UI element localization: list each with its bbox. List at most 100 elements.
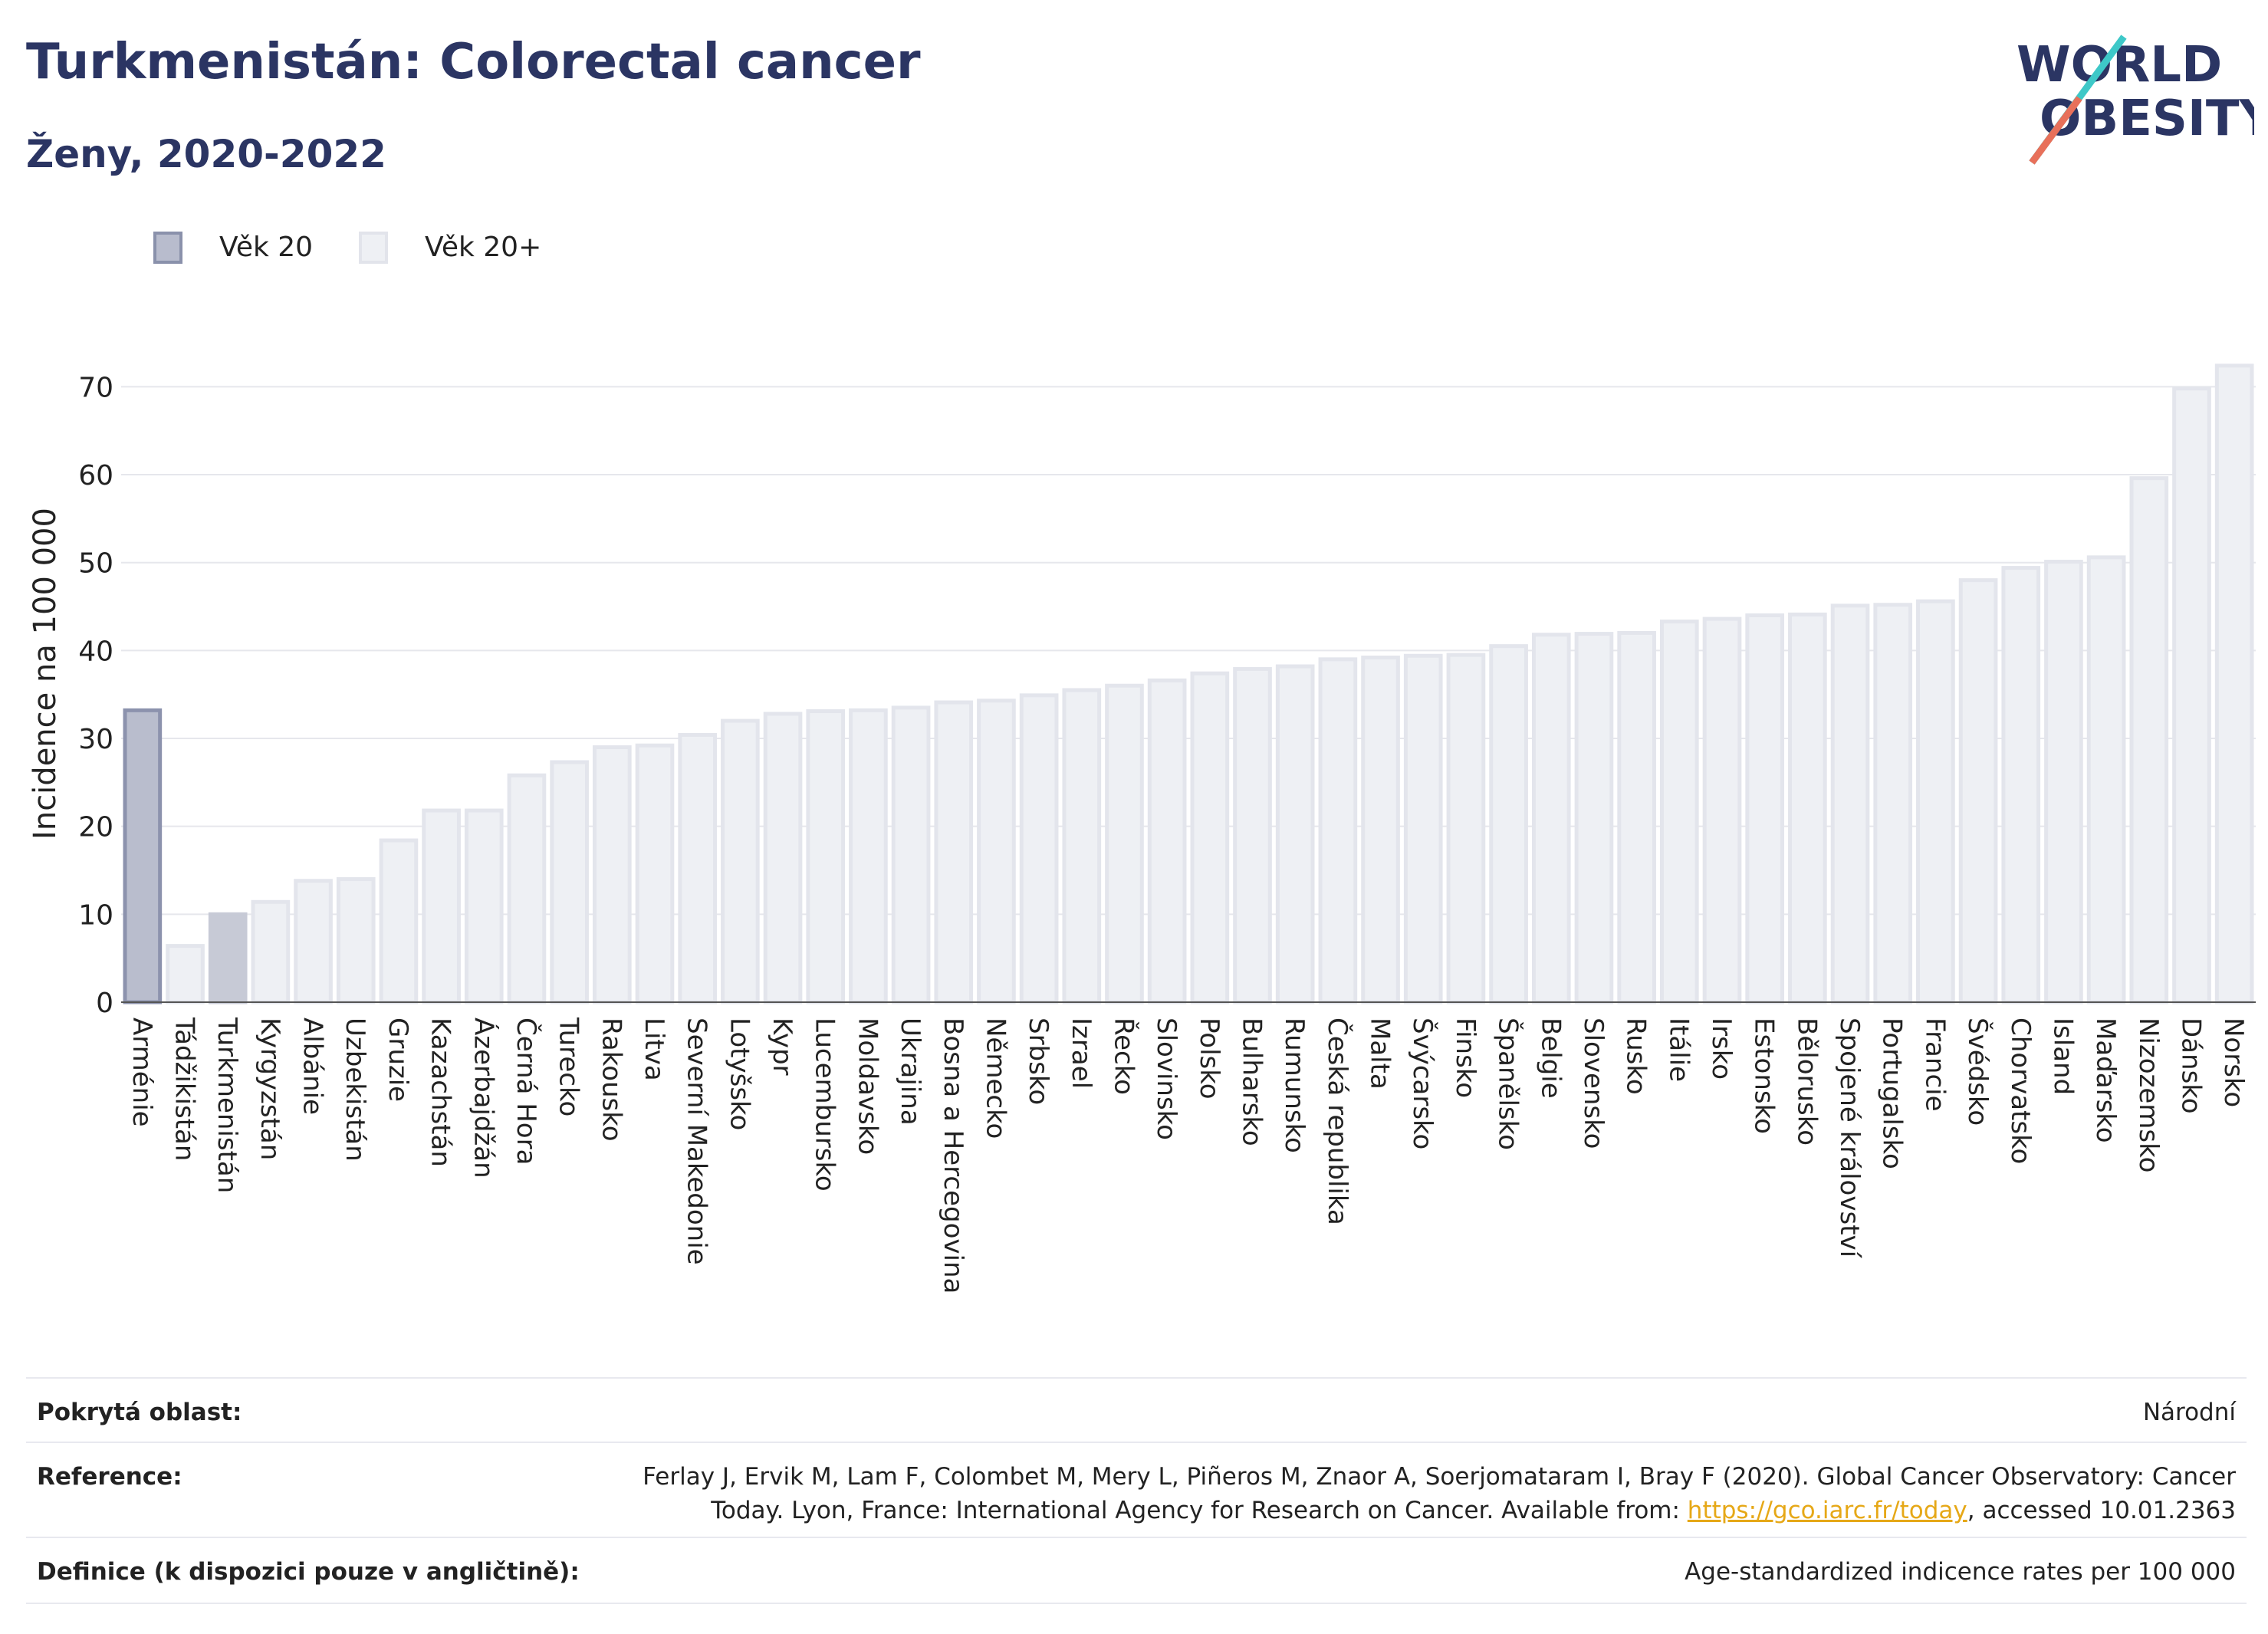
x-tick-label: Lotyšsko [724, 1018, 754, 1130]
x-tick-label: Černá Hora [511, 1018, 542, 1165]
bar [763, 712, 803, 1004]
bar [1019, 693, 1059, 1004]
bar [1233, 666, 1272, 1004]
bar [934, 700, 974, 1004]
x-tick-label: Německo [980, 1018, 1011, 1139]
x-tick-label: Nizozemsko [2133, 1018, 2164, 1172]
x-tick-label: Irsko [1706, 1018, 1737, 1080]
bar [2044, 560, 2083, 1004]
bar [2086, 555, 2126, 1004]
x-tick-label: Bulharsko [1237, 1018, 1267, 1146]
world-obesity-logo: WORLD OBESITY [2017, 35, 2254, 165]
x-tick-label: Izrael [1066, 1018, 1096, 1089]
x-tick-label: Belgie [1535, 1018, 1566, 1099]
bar [1788, 612, 1827, 1004]
bar [1873, 603, 1913, 1004]
y-tick-label: 0 [96, 988, 113, 1019]
page-subtitle: Ženy, 2020-2022 [26, 132, 386, 176]
bar [1446, 653, 1486, 1004]
bar [1617, 630, 1656, 1004]
x-tick-label: Itálie [1663, 1018, 1694, 1082]
y-tick-label: 30 [78, 724, 113, 755]
x-tick-label: Rumunsko [1279, 1018, 1310, 1153]
definition-key: Definice (k dispozici pouze v angličtině… [37, 1558, 580, 1586]
bar [422, 808, 461, 1004]
bar [592, 745, 632, 1004]
bar [1105, 683, 1144, 1004]
bar [678, 732, 718, 1004]
bar [1702, 616, 1742, 1004]
bar [2129, 476, 2169, 1004]
x-tick-label: Moldavsko [852, 1018, 883, 1155]
bar [464, 808, 504, 1004]
y-tick-label: 20 [78, 812, 113, 843]
legend-swatch-age20plus [359, 232, 388, 264]
x-tick-label: Kazachstán [426, 1018, 456, 1167]
y-tick-label: 50 [78, 548, 113, 580]
bar [1489, 644, 1528, 1004]
x-tick-label: Albánie [297, 1018, 328, 1115]
x-tick-label: Chorvatsko [2005, 1018, 2036, 1164]
reference-line2-pre: Today. Lyon, France: International Agenc… [711, 1497, 1688, 1524]
bar [977, 699, 1016, 1004]
x-tick-label: Bělorusko [1791, 1018, 1822, 1146]
bar [1531, 633, 1571, 1004]
bar [1916, 599, 1955, 1004]
x-tick-label: Kyrgyzstán [255, 1018, 285, 1160]
reference-line2: Today. Lyon, France: International Agenc… [643, 1494, 2236, 1527]
definition-value: Age-standardized indicence rates per 100… [1685, 1558, 2236, 1586]
y-tick-label: 60 [78, 460, 113, 492]
bar [2214, 363, 2254, 1004]
reference-link[interactable]: https://gco.iarc.fr/today [1687, 1497, 1967, 1524]
legend-swatch-age20 [153, 232, 182, 264]
y-axis-label: Incidence na 100 000 [28, 508, 63, 840]
x-tick-label: Gruzie [383, 1018, 413, 1102]
x-tick-label: Kypr [767, 1018, 797, 1076]
info-row-coverage: Pokrytá oblast: Národní [26, 1377, 2247, 1443]
x-tick-label: Česká republika [1322, 1018, 1353, 1225]
bar [1275, 664, 1315, 1004]
legend-label-age20plus: Věk 20+ [425, 232, 542, 263]
bar [721, 718, 760, 1004]
y-tick-label: 10 [78, 899, 113, 931]
bar [208, 912, 248, 1004]
x-tick-label: Maďarsko [2090, 1018, 2121, 1143]
x-tick-label: Rusko [1621, 1018, 1652, 1095]
legend-label-age20: Věk 20 [219, 232, 314, 263]
x-tick-label: Lucembursko [810, 1018, 840, 1192]
x-tick-label: Ukrajina [895, 1018, 925, 1126]
bar [1830, 603, 1870, 1004]
reference-value: Ferlay J, Ervik M, Lam F, Colombet M, Me… [643, 1460, 2236, 1527]
bar [806, 709, 846, 1004]
bar [1574, 632, 1614, 1004]
bar [379, 838, 419, 1004]
x-tick-label: Francie [1919, 1018, 1950, 1112]
bar [1318, 657, 1358, 1004]
bar [251, 899, 291, 1004]
bar [1403, 653, 1443, 1004]
x-tick-label: Malta [1365, 1018, 1395, 1090]
x-tick-label: Island [2047, 1018, 2078, 1095]
bar-chart: 0 10 20 30 40 50 60 70 Incidence na 100 000 Armén… [28, 363, 2256, 1294]
x-tick-label: Estonsko [1749, 1018, 1780, 1134]
bar [1062, 688, 1102, 1004]
reference-key: Reference: [37, 1463, 182, 1491]
x-tick-label: Uzbekistán [340, 1018, 370, 1162]
x-tick-label: Slovensko [1578, 1018, 1609, 1149]
x-tick-label: Švýcarsko [1407, 1018, 1438, 1149]
x-tick-label: Srbsko [1023, 1018, 1053, 1105]
x-tick-label: Portugalsko [1877, 1018, 1908, 1169]
y-tick-label: 40 [78, 636, 113, 667]
x-tick-label: Ázerbajdžán [468, 1018, 499, 1179]
x-tick-label: Dánsko [2175, 1018, 2206, 1114]
bar [507, 773, 547, 1004]
bar [891, 705, 931, 1004]
x-tick-label: Spojené království [1834, 1018, 1865, 1259]
x-tick-label: Polsko [1194, 1018, 1224, 1100]
x-tick-label: Slovinsko [1151, 1018, 1182, 1140]
x-tick-label: Turkmenistán [212, 1017, 242, 1193]
page-title: Turkmenistán: Colorectal cancer [26, 34, 921, 90]
coverage-value: Národní [2142, 1399, 2236, 1426]
x-tick-label: Turecko [554, 1017, 584, 1116]
bar [1659, 620, 1699, 1004]
